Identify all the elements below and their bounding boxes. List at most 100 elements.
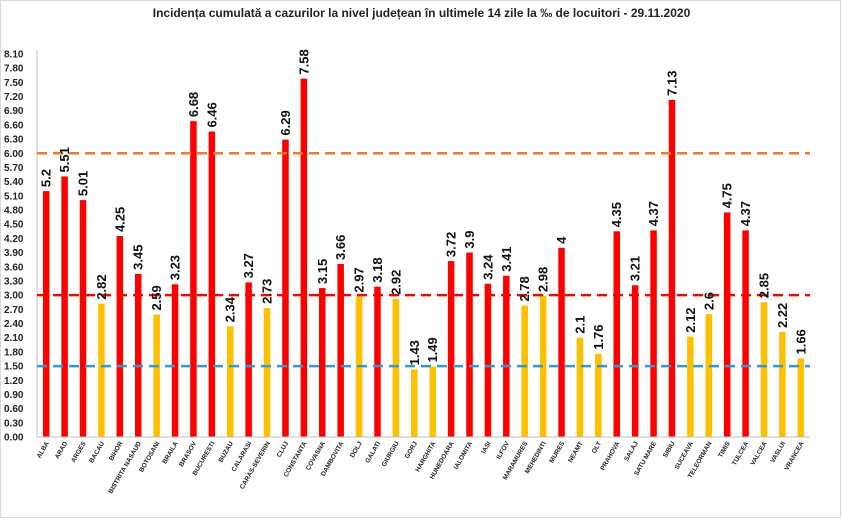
y-tick-label: 3.00 — [4, 291, 24, 302]
y-tick-label: 6.60 — [4, 120, 24, 131]
bar — [42, 191, 50, 437]
y-tick-label: 7.50 — [4, 78, 24, 89]
bar — [723, 212, 731, 437]
bar — [319, 288, 326, 437]
bar — [595, 353, 602, 437]
data-label: 5.2 — [39, 169, 54, 187]
x-tick-label: GIURGIU — [381, 440, 401, 468]
data-label: 4.37 — [646, 201, 661, 226]
data-label: 1.76 — [591, 324, 606, 349]
bar — [282, 139, 289, 437]
bar — [742, 230, 749, 437]
y-tick-label: 1.80 — [4, 347, 24, 358]
bar — [263, 307, 271, 437]
x-tick-label: BUZAU — [218, 440, 236, 463]
bar — [650, 230, 657, 437]
bar — [392, 298, 400, 437]
y-tick-label: 6.30 — [4, 135, 24, 146]
x-tick-label: OLT — [591, 440, 603, 454]
y-tick-label: 0.90 — [4, 390, 24, 401]
bar — [779, 332, 786, 437]
bar — [153, 314, 160, 437]
x-tick-label: MURES — [548, 440, 566, 464]
x-tick-label: TULCEA — [731, 440, 750, 467]
x-tick-label: SIBIU — [662, 440, 677, 459]
x-tick-label: CLUJ — [276, 440, 291, 459]
x-tick-label: VRANCEA — [783, 440, 805, 472]
x-tick-label: NEAMT — [567, 440, 585, 464]
bar — [300, 78, 308, 438]
data-label: 3.18 — [370, 257, 385, 282]
data-label: 3.24 — [480, 254, 495, 280]
bar — [521, 305, 528, 437]
bar — [668, 99, 676, 438]
x-tick-label: SALAJ — [623, 440, 640, 462]
y-tick-label: 4.50 — [4, 220, 24, 231]
x-tick-label: VASLUI — [769, 440, 787, 464]
y-tick-label: 3.30 — [4, 276, 24, 287]
bar — [374, 286, 381, 437]
bar — [539, 296, 547, 437]
data-label: 2.85 — [756, 273, 771, 298]
y-tick-label: 8.10 — [4, 50, 24, 61]
x-tick-label: ILFOV — [495, 440, 511, 461]
data-label: 2.22 — [775, 303, 790, 328]
x-tick-label: IASI — [480, 440, 492, 455]
bar — [61, 176, 68, 437]
data-label: 2.12 — [683, 307, 698, 332]
bar — [687, 336, 694, 437]
x-tick-label: BIHOR — [108, 440, 125, 462]
data-label: 2.78 — [517, 276, 532, 301]
data-label: 2.6 — [701, 292, 716, 310]
data-label: 2.59 — [149, 285, 164, 310]
data-label: 3.45 — [131, 245, 146, 270]
x-tick-label: GORJ — [404, 440, 419, 460]
data-label: 7.13 — [664, 71, 679, 96]
x-tick-label: BACAU — [88, 440, 106, 464]
data-label: 4.35 — [609, 202, 624, 227]
y-tick-label: 1.50 — [4, 362, 24, 373]
data-label: 2.98 — [536, 267, 551, 292]
x-tick-label: ALBA — [36, 440, 51, 459]
data-label: 3.66 — [333, 235, 348, 260]
x-tick-label: DOLJ — [349, 440, 364, 459]
data-label: 2.92 — [388, 270, 403, 295]
x-tick-label: BRASOV — [178, 440, 198, 468]
data-label: 7.58 — [296, 49, 311, 74]
data-label: 1.66 — [793, 329, 808, 354]
bar — [484, 283, 492, 437]
data-label: 2.34 — [223, 296, 238, 322]
bar — [503, 275, 510, 437]
data-label: 3.21 — [628, 256, 643, 281]
data-label: 2.82 — [94, 274, 109, 299]
bar — [208, 131, 216, 437]
bar — [116, 236, 124, 437]
bar — [337, 263, 344, 437]
bar — [631, 285, 639, 437]
x-tick-label: IALOMITA — [453, 440, 475, 471]
y-tick-label: 3.90 — [4, 248, 24, 259]
x-tick-label: BRAILA — [161, 440, 179, 465]
y-tick-label: 7.20 — [4, 92, 24, 103]
data-label: 3.72 — [444, 232, 459, 257]
data-label: 3.27 — [241, 253, 256, 278]
bar — [79, 200, 87, 437]
bar — [613, 231, 620, 437]
bar — [466, 252, 473, 437]
data-label: 1.43 — [407, 340, 422, 365]
data-label: 6.29 — [278, 110, 293, 135]
y-tick-label: 4.20 — [4, 234, 24, 245]
x-tick-label: TIMIS — [717, 440, 732, 459]
y-tick-label: 4.80 — [4, 206, 24, 217]
data-label: 3.9 — [462, 231, 477, 249]
data-label: 4.75 — [720, 183, 735, 208]
data-label: 3.23 — [168, 255, 183, 280]
data-label: 4 — [554, 236, 569, 244]
data-label: 6.68 — [186, 92, 201, 117]
bar — [705, 314, 713, 437]
y-tick-label: 0.00 — [4, 433, 24, 444]
y-tick-label: 3.60 — [4, 262, 24, 273]
data-label: 5.51 — [57, 147, 72, 172]
